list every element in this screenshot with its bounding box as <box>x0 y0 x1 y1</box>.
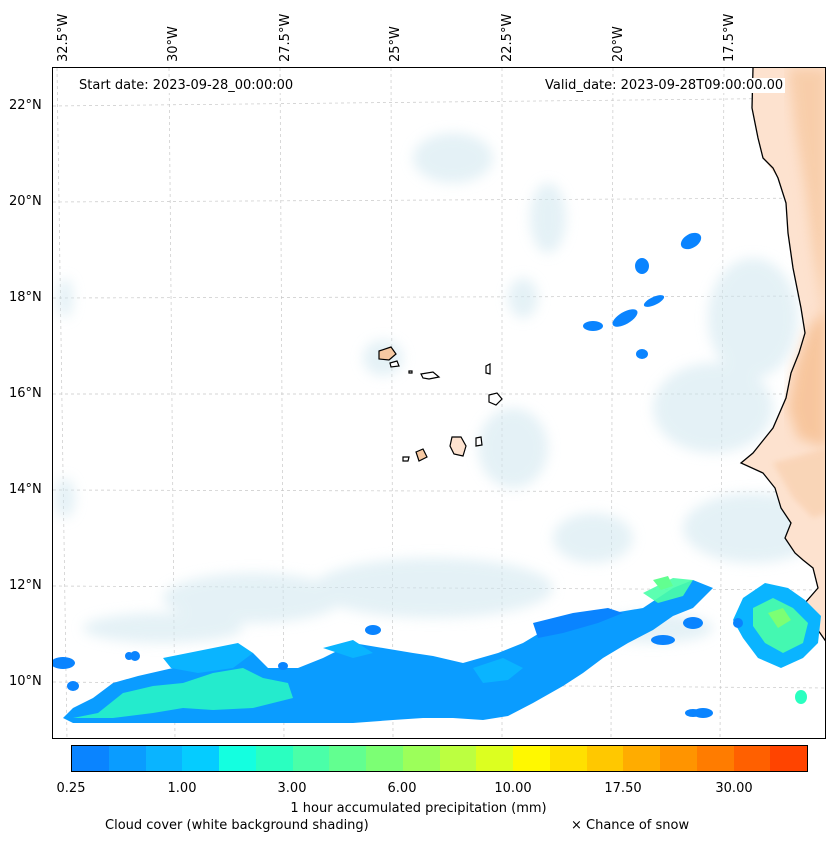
precip-cell <box>583 321 603 331</box>
precipitation-field <box>53 232 821 723</box>
colorbar-bin <box>660 746 697 771</box>
precip-cell <box>53 657 75 669</box>
lon-label-25w: 25°W <box>388 26 403 62</box>
precip-band-south-inner <box>73 668 293 718</box>
lat-label-18n: 18°N <box>9 290 42 305</box>
map-canvas <box>53 68 825 738</box>
colorbar-tick-3-00: 3.00 <box>277 781 307 796</box>
lat-label-14n: 14°N <box>9 482 42 497</box>
colorbar-bin <box>292 746 330 771</box>
colorbar-bin <box>549 746 587 771</box>
coastline <box>739 68 825 642</box>
colorbar-bin <box>696 746 734 771</box>
colorbar-bin <box>513 746 550 771</box>
colorbar-bin <box>770 746 807 771</box>
precip-cell <box>643 578 693 603</box>
colorbar-title: 1 hour accumulated precipitation (mm) <box>290 801 547 816</box>
colorbar-bin <box>402 746 440 771</box>
lon-label-32-5w: 32.5°W <box>56 13 71 62</box>
precip-cell <box>768 608 791 628</box>
colorbar-bin <box>439 746 477 771</box>
cloud-cover-shading <box>55 133 823 643</box>
precip-cell <box>643 295 665 307</box>
snow-chance-note: × Chance of snow <box>571 818 690 833</box>
lat-label-12n: 12°N <box>9 578 42 593</box>
lat-label-22n: 22°N <box>9 98 42 113</box>
precip-cell <box>278 662 288 670</box>
precip-cell <box>733 618 743 628</box>
lon-label-17-5w: 17.5°W <box>722 13 737 62</box>
colorbar-tick-30-00: 30.00 <box>715 781 753 796</box>
cloud-cover-note: Cloud cover (white background shading) <box>105 818 369 833</box>
precip-cell <box>473 658 523 683</box>
colorbar-tick-10-00: 10.00 <box>494 781 532 796</box>
precip-cell <box>683 617 703 629</box>
precip-colorbar <box>71 745 808 772</box>
colorbar-tick-1-00: 1.00 <box>167 781 197 796</box>
valid-date-label: Valid_date: 2023-09-28T09:00:00.00 <box>543 78 786 93</box>
colorbar-bin <box>219 746 256 771</box>
lon-label-20w: 20°W <box>611 26 626 62</box>
colorbar-bin <box>108 746 146 771</box>
precip-cell <box>533 608 623 638</box>
lon-label-27-5w: 27.5°W <box>278 13 293 62</box>
precip-cell <box>612 309 638 327</box>
colorbar-bin <box>255 746 293 771</box>
colorbar-tick-0-25: 0.25 <box>56 781 86 796</box>
lat-label-20n: 20°N <box>9 194 42 209</box>
land-africa <box>741 68 825 641</box>
cape-verde-islands <box>378 346 503 462</box>
start-date-label: Start date: 2023-09-28_00:00:00 <box>77 78 296 93</box>
colorbar-bin <box>586 746 624 771</box>
precip-cell <box>67 681 79 691</box>
lon-label-30w: 30°W <box>166 26 181 62</box>
lon-label-22-5w: 22.5°W <box>500 13 515 62</box>
colorbar-bin <box>145 746 183 771</box>
precip-cell <box>365 625 381 635</box>
precip-cell <box>323 640 373 658</box>
precip-cell <box>651 635 675 645</box>
lat-label-10n: 10°N <box>9 674 42 689</box>
colorbar-bin <box>733 746 771 771</box>
precip-cell <box>680 232 702 250</box>
colorbar-bin <box>182 746 219 771</box>
colorbar-bin <box>366 746 403 771</box>
precip-cell <box>635 258 649 274</box>
precip-cell <box>130 651 140 661</box>
precip-cell <box>163 643 253 673</box>
precip-cell <box>636 349 648 359</box>
lat-label-16n: 16°N <box>9 386 42 401</box>
precip-cell <box>125 652 133 660</box>
colorbar-tick-6-00: 6.00 <box>387 781 417 796</box>
map-panel: Start date: 2023-09-28_00:00:00 Valid_da… <box>52 67 826 739</box>
precip-cell <box>653 576 673 590</box>
precip-cell <box>685 709 701 717</box>
colorbar-bin <box>476 746 513 771</box>
colorbar-bin <box>72 746 109 771</box>
precip-cell <box>795 690 807 704</box>
colorbar-bin <box>623 746 660 771</box>
colorbar-tick-17-50: 17.50 <box>604 781 642 796</box>
colorbar-bin <box>329 746 366 771</box>
